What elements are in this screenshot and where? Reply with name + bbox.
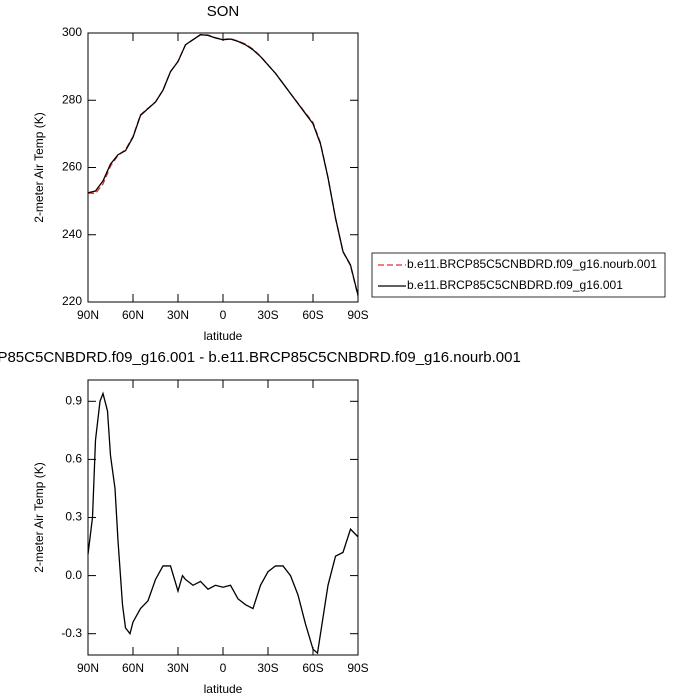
x-tick-label: 30S [257, 308, 278, 322]
x-tick-label: 60N [122, 308, 144, 322]
x-tick-label: 60N [122, 661, 144, 675]
plot-frame [87, 32, 359, 303]
y-tick-label: 0.3 [65, 510, 82, 524]
data-line [87, 391, 359, 655]
data-line [87, 34, 359, 297]
y-tick-label: 280 [62, 92, 82, 106]
y-axis-label: 2-meter Air Temp (K) [32, 112, 46, 222]
x-tick-label: 60S [302, 308, 323, 322]
legend-label: b.e11.BRCP85C5CNBDRD.f09_g16.nourb.001 [407, 257, 657, 271]
y-tick-label: 240 [62, 227, 82, 241]
chart-title: b.e11.BRCP85C5CNBDRD.f09_g16.001 - b.e11… [0, 349, 521, 366]
x-axis-label: latitude [204, 329, 243, 343]
y-axis-label: 2-meter Air Temp (K) [32, 462, 46, 572]
chart-title: SON [207, 3, 240, 20]
x-tick-label: 30N [167, 308, 189, 322]
x-tick-label: 0 [220, 661, 227, 675]
x-tick-label: 90N [77, 308, 99, 322]
data-line [87, 34, 359, 296]
x-tick-label: 30S [257, 661, 278, 675]
x-tick-label: 90S [347, 308, 368, 322]
y-tick-label: 0.6 [65, 452, 82, 466]
x-tick-label: 0 [220, 308, 227, 322]
y-tick-label: 0.9 [65, 393, 82, 407]
plot-frame [87, 379, 359, 656]
x-tick-label: 30N [167, 661, 189, 675]
y-tick-label: 0.0 [65, 568, 82, 582]
legend-box [371, 252, 666, 298]
y-tick-label: 260 [62, 160, 82, 174]
y-tick-label: 220 [62, 294, 82, 308]
y-tick-label: -0.3 [61, 626, 82, 640]
y-tick-label: 300 [62, 25, 82, 39]
legend-label: b.e11.BRCP85C5CNBDRD.f09_g16.001 [407, 278, 623, 292]
x-axis-label: latitude [204, 682, 243, 696]
x-tick-label: 90N [77, 661, 99, 675]
x-tick-label: 60S [302, 661, 323, 675]
x-tick-label: 90S [347, 661, 368, 675]
